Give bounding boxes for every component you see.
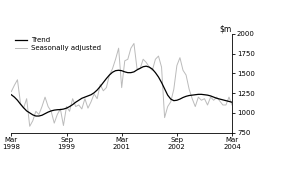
Legend: Trend, Seasonally adjusted: Trend, Seasonally adjusted — [15, 37, 101, 51]
Text: $m: $m — [220, 24, 232, 33]
